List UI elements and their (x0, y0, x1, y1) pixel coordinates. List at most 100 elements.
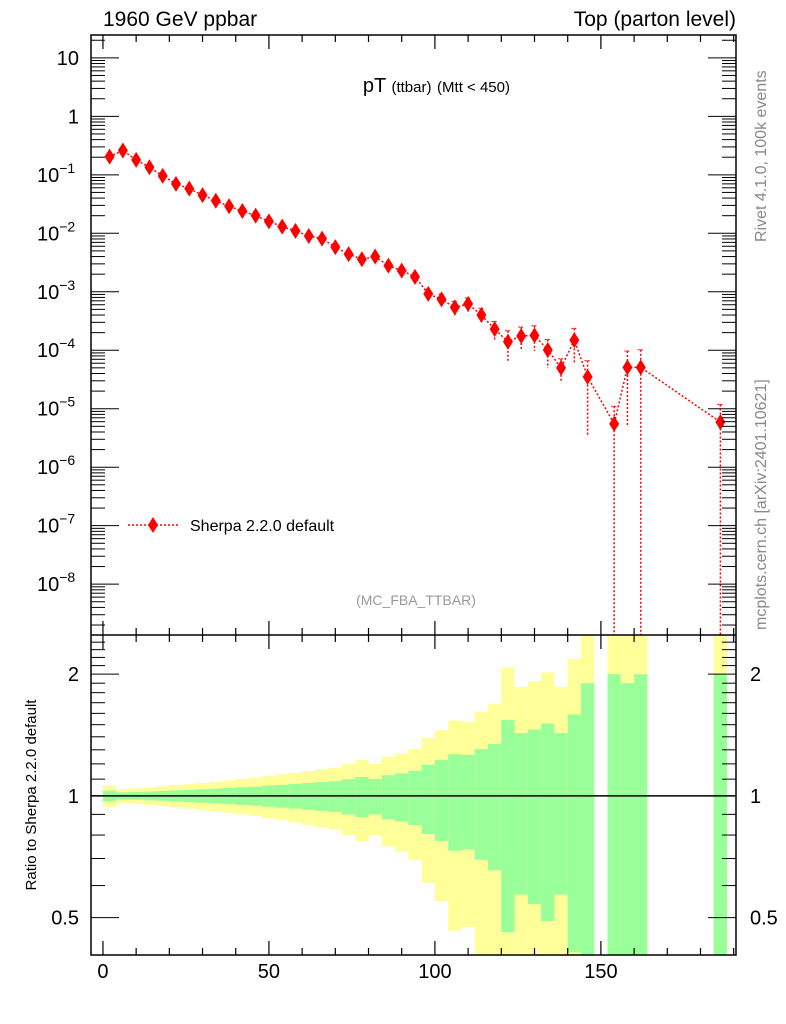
ratio-band-1sigma (713, 674, 728, 955)
data-point (489, 321, 500, 338)
legend-label: Sherpa 2.2.0 default (190, 518, 335, 535)
x-tick-label: 50 (258, 961, 280, 983)
data-point (635, 359, 646, 376)
y-tick-label: 10−6 (37, 452, 75, 479)
ratio-band-1sigma (527, 729, 542, 905)
y-tick-label: 10−5 (37, 394, 75, 421)
y-tick-label: 10−1 (37, 160, 75, 187)
ratio-y-tick-label-left: 2 (68, 664, 79, 686)
y-tick-label: 1 (68, 106, 79, 128)
header-right: Top (parton level) (574, 8, 736, 31)
plot-title-sub: (ttbar) (391, 79, 431, 96)
ratio-band-1sigma (381, 775, 396, 820)
ratio-band-1sigma (421, 764, 435, 834)
ratio-band-1sigma (580, 683, 595, 955)
ratio-band-1sigma (634, 674, 648, 955)
data-point (290, 222, 301, 239)
plot-title-cut: (Mtt < 450) (437, 79, 510, 96)
data-point (370, 248, 381, 265)
data-point (117, 142, 128, 159)
ratio-y-tick-label-left: 1 (68, 786, 79, 808)
ratio-band-1sigma (355, 776, 369, 818)
data-point (502, 333, 513, 350)
ratio-y-tick-label-right: 0.5 (750, 908, 778, 930)
ratio-band-1sigma (488, 743, 502, 871)
y-tick-label: 10−4 (37, 335, 75, 362)
ratio-band-1sigma (341, 779, 356, 815)
data-point (396, 262, 407, 279)
y-tick-label: 10−2 (37, 218, 75, 245)
data-point (157, 167, 168, 184)
data-point (197, 187, 208, 204)
data-point (463, 295, 474, 312)
legend-marker (148, 517, 158, 533)
y-tick-label: 10−8 (37, 569, 75, 596)
data-point (556, 359, 567, 376)
data-point (330, 239, 341, 256)
ratio-band-1sigma (554, 733, 568, 895)
data-point (436, 291, 447, 308)
ratio-band-1sigma (461, 754, 475, 850)
plot-frame (90, 34, 737, 956)
data-point (317, 230, 328, 247)
data-point (303, 227, 314, 244)
mcplots-text: mcplots.cern.ch [arXiv:2401.10621] (753, 379, 770, 630)
x-tick-label: 0 (97, 961, 108, 983)
ratio-band-1sigma (607, 674, 621, 955)
ratio-band-1sigma (368, 779, 382, 815)
y-tick-label: 10−3 (37, 277, 75, 304)
data-point (516, 328, 527, 345)
x-tick-label: 150 (584, 961, 617, 983)
ratio-band-1sigma (620, 683, 635, 955)
data-point (250, 207, 261, 224)
plot-title: pT (ttbar) (Mtt < 450) (363, 75, 510, 97)
ratio-band-1sigma (474, 749, 489, 860)
ratio-band-1sigma (395, 773, 409, 822)
data-point (237, 203, 248, 220)
data-point (343, 246, 354, 263)
data-point (210, 192, 221, 209)
data-point (104, 148, 115, 165)
ratio-band-1sigma (434, 760, 449, 841)
data-point (184, 180, 195, 197)
data-point (542, 341, 553, 358)
axes: 0 50 100 150 10 1 10−1 10−2 10−3 10−4 10−5 10−6 10−7… (37, 34, 778, 983)
ratio-band-1sigma (514, 733, 528, 895)
data-point (423, 285, 434, 302)
plot-title-main: pT (363, 75, 386, 97)
data-point (582, 368, 593, 385)
data-point (409, 268, 420, 285)
data-point (277, 218, 288, 235)
data-point (131, 151, 142, 168)
data-point (609, 415, 620, 432)
data-point (263, 213, 274, 230)
y-tick-label: 10−7 (37, 511, 75, 538)
analysis-name: (MC_FBA_TTBAR) (356, 592, 476, 608)
data-point (622, 359, 633, 376)
ratio-panel (91, 635, 736, 955)
y-tick-label: 10 (57, 48, 79, 70)
ratio-y-label: Ratio to Sherpa 2.2.0 default (23, 699, 40, 891)
data-point (170, 175, 181, 192)
data-point (224, 198, 235, 215)
ratio-band-1sigma (567, 714, 581, 953)
x-tick-label: 100 (418, 961, 451, 983)
main-panel (104, 142, 726, 635)
data-point (569, 332, 580, 349)
rivet-info-text: Rivet 4.1.0, 100k events (753, 70, 770, 242)
ratio-y-tick-label-right: 1 (750, 786, 761, 808)
header-left: 1960 GeV ppbar (103, 8, 257, 31)
data-point (356, 251, 367, 268)
ratio-band-1sigma (408, 770, 422, 826)
ratio-band-1sigma (541, 723, 555, 922)
data-point (529, 327, 540, 344)
ratio-band-1sigma (448, 754, 462, 851)
data-point (476, 307, 487, 324)
data-point (449, 299, 460, 316)
data-point (383, 257, 394, 274)
ratio-band-1sigma (501, 720, 515, 933)
ratio-y-tick-label-right: 2 (750, 664, 761, 686)
data-point (144, 159, 155, 176)
legend: Sherpa 2.2.0 default (128, 517, 335, 535)
